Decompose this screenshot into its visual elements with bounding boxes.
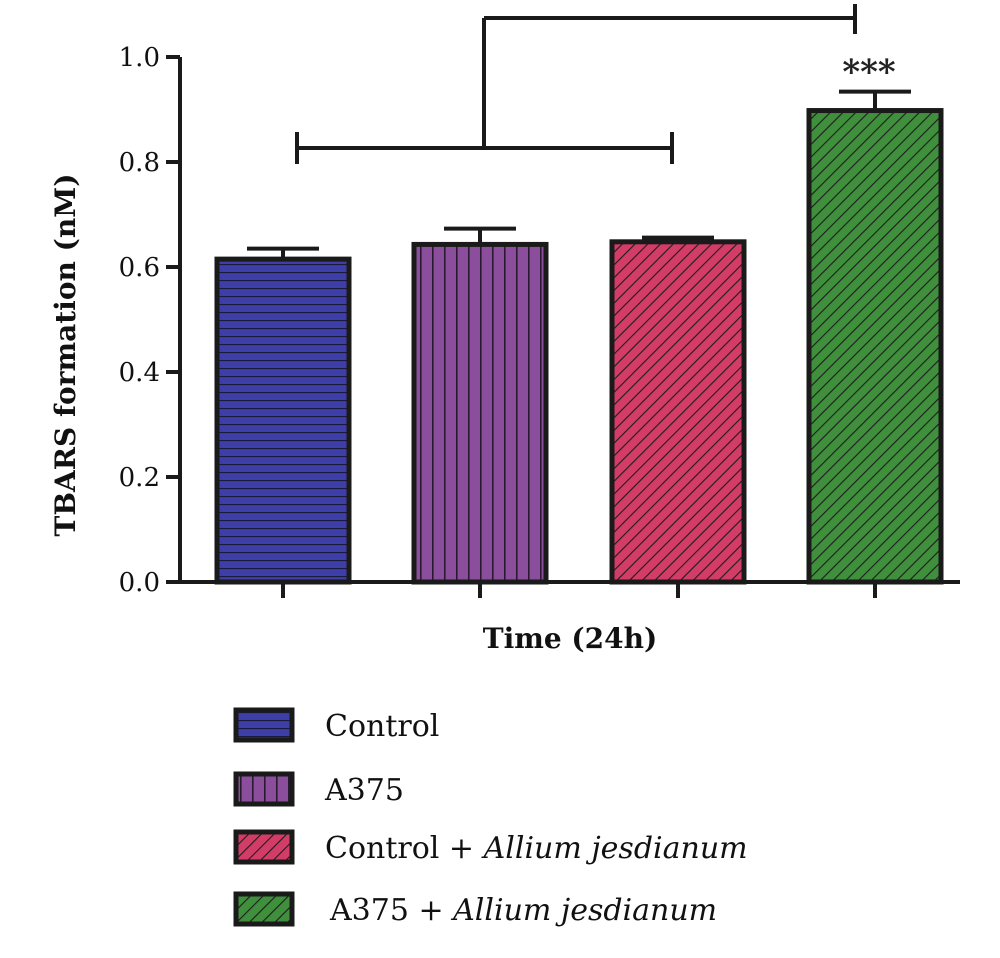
- y-tick-label-0: 0.0: [119, 568, 160, 598]
- bar-4: [806, 108, 944, 585]
- bar-2: [411, 241, 549, 585]
- legend-label-3: Control + Allium jesdianum: [325, 831, 748, 866]
- legend-swatch-1: [233, 707, 295, 743]
- y-tick-label-4: 0.8: [119, 148, 160, 178]
- legend-swatch-2: [233, 771, 295, 807]
- y-tick-label-1: 0.2: [119, 463, 160, 493]
- y-axis-label: TBARS formation (nM): [49, 174, 82, 537]
- legend-label-1: Control: [325, 709, 439, 744]
- bar-1: [214, 256, 352, 585]
- legend-label-2: A375: [324, 773, 404, 808]
- significance-label: ***: [842, 53, 896, 93]
- x-axis-label: Time (24h): [483, 622, 657, 655]
- y-tick-label-3: 0.6: [119, 253, 160, 283]
- bar-3: [609, 239, 747, 585]
- legend-swatch-4: [233, 891, 295, 927]
- legend-label-4: A375 + Allium jesdianum: [329, 893, 717, 928]
- legend-swatch-3: [233, 829, 295, 865]
- y-tick-label-5: 1.0: [119, 43, 160, 73]
- y-tick-label-2: 0.4: [119, 358, 160, 388]
